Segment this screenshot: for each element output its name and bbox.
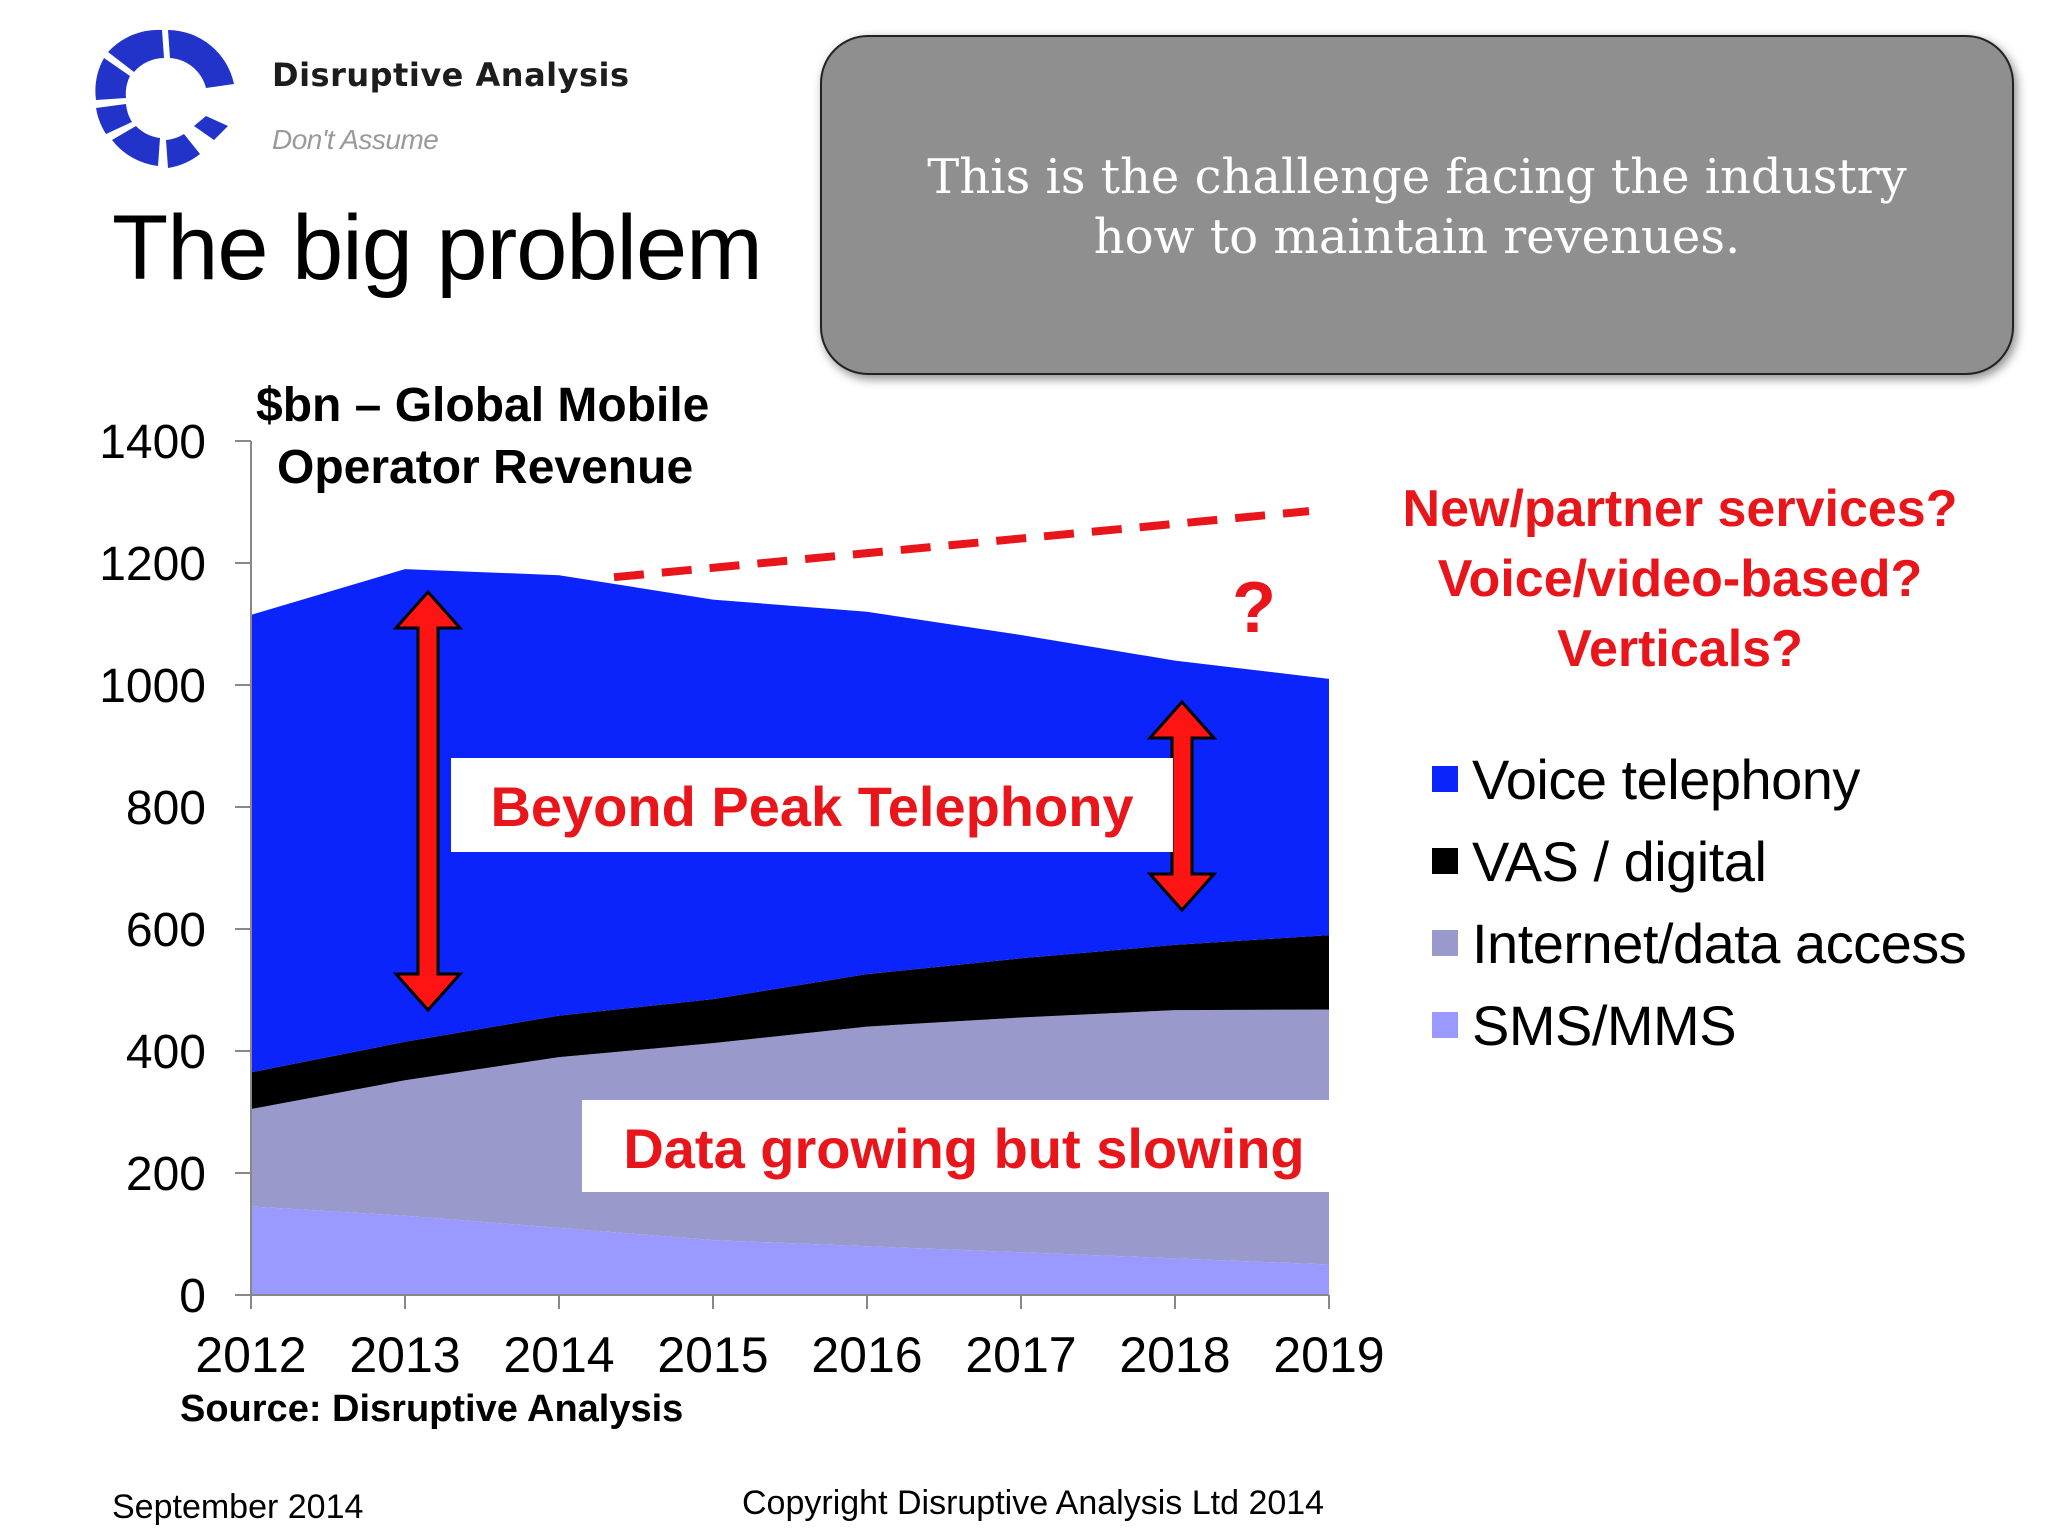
legend-item-sms: SMS/MMS — [1432, 984, 1966, 1066]
projection-question-mark: ? — [1232, 568, 1276, 648]
y-tick-label: 600 — [126, 904, 206, 957]
chart-legend: Voice telephony VAS / digital Internet/d… — [1432, 738, 1967, 1066]
area-sms-mms — [251, 1206, 1329, 1295]
x-tick-label: 2012 — [195, 1327, 306, 1383]
legend-swatch-vas — [1432, 848, 1458, 874]
new-services-line-3: Verticals? — [1557, 620, 1803, 678]
legend-item-data: Internet/data access — [1432, 902, 1967, 984]
legend-label-sms: SMS/MMS — [1472, 993, 1737, 1057]
current-voice-arrow — [1146, 699, 1218, 913]
y-tick-label: 1000 — [99, 660, 206, 713]
y-tick-label: 1400 — [99, 416, 206, 469]
brand-tagline: Don't Assume — [272, 124, 439, 155]
new-services-note: New/partner services? Voice/video-based?… — [1360, 474, 2000, 684]
new-services-line-1: New/partner services? — [1402, 480, 1958, 538]
x-tick-label: 2019 — [1273, 1327, 1384, 1383]
peak-voice-arrow — [392, 589, 464, 1013]
footer-date: September 2014 — [112, 1488, 364, 1526]
y-tick-label: 1200 — [99, 538, 206, 591]
beyond-peak-box — [451, 758, 1173, 852]
legend-swatch-data — [1432, 930, 1458, 956]
x-tick-label: 2013 — [349, 1327, 460, 1383]
new-services-line-2: Voice/video-based? — [1437, 550, 1923, 608]
legend-label-voice: Voice telephony — [1472, 747, 1860, 811]
legend-swatch-voice — [1432, 766, 1458, 792]
chart-title-line-2: Operator Revenue — [277, 441, 693, 494]
footer-copyright: Copyright Disruptive Analysis Ltd 2014 — [742, 1484, 1325, 1522]
y-tick-label: 200 — [126, 1148, 206, 1201]
legend-item-voice: Voice telephony — [1432, 738, 1966, 820]
legend-label-vas: VAS / digital — [1472, 829, 1767, 893]
callout-box: This is the challenge facing the industr… — [820, 35, 2014, 375]
y-tick-label: 0 — [179, 1270, 206, 1323]
x-tick-label: 2017 — [965, 1327, 1076, 1383]
legend-swatch-sms — [1432, 1012, 1458, 1038]
disruptive-analysis-logo-icon — [95, 29, 234, 168]
area-vas-digital — [251, 935, 1329, 1109]
projection-dashed-line — [613, 507, 1310, 582]
chart-source: Source: Disruptive Analysis — [180, 1388, 684, 1430]
brand-name: Disruptive Analysis — [272, 56, 630, 94]
y-tick-label: 400 — [126, 1026, 206, 1079]
x-tick-label: 2018 — [1119, 1327, 1230, 1383]
data-growing-label: Data growing but slowing — [623, 1117, 1304, 1180]
callout-text: This is the challenge facing the industr… — [927, 149, 1907, 265]
x-tick-label: 2015 — [657, 1327, 768, 1383]
y-tick-label: 800 — [126, 782, 206, 835]
legend-item-vas: VAS / digital — [1432, 820, 1966, 902]
slide-title: The big problem — [112, 197, 763, 299]
legend-label-data: Internet/data access — [1472, 911, 1967, 975]
beyond-peak-label: Beyond Peak Telephony — [490, 775, 1133, 838]
x-tick-label: 2014 — [503, 1327, 614, 1383]
chart-title-line-1: $bn – Global Mobile — [256, 379, 709, 432]
data-growing-box — [582, 1100, 1330, 1192]
x-tick-label: 2016 — [811, 1327, 922, 1383]
